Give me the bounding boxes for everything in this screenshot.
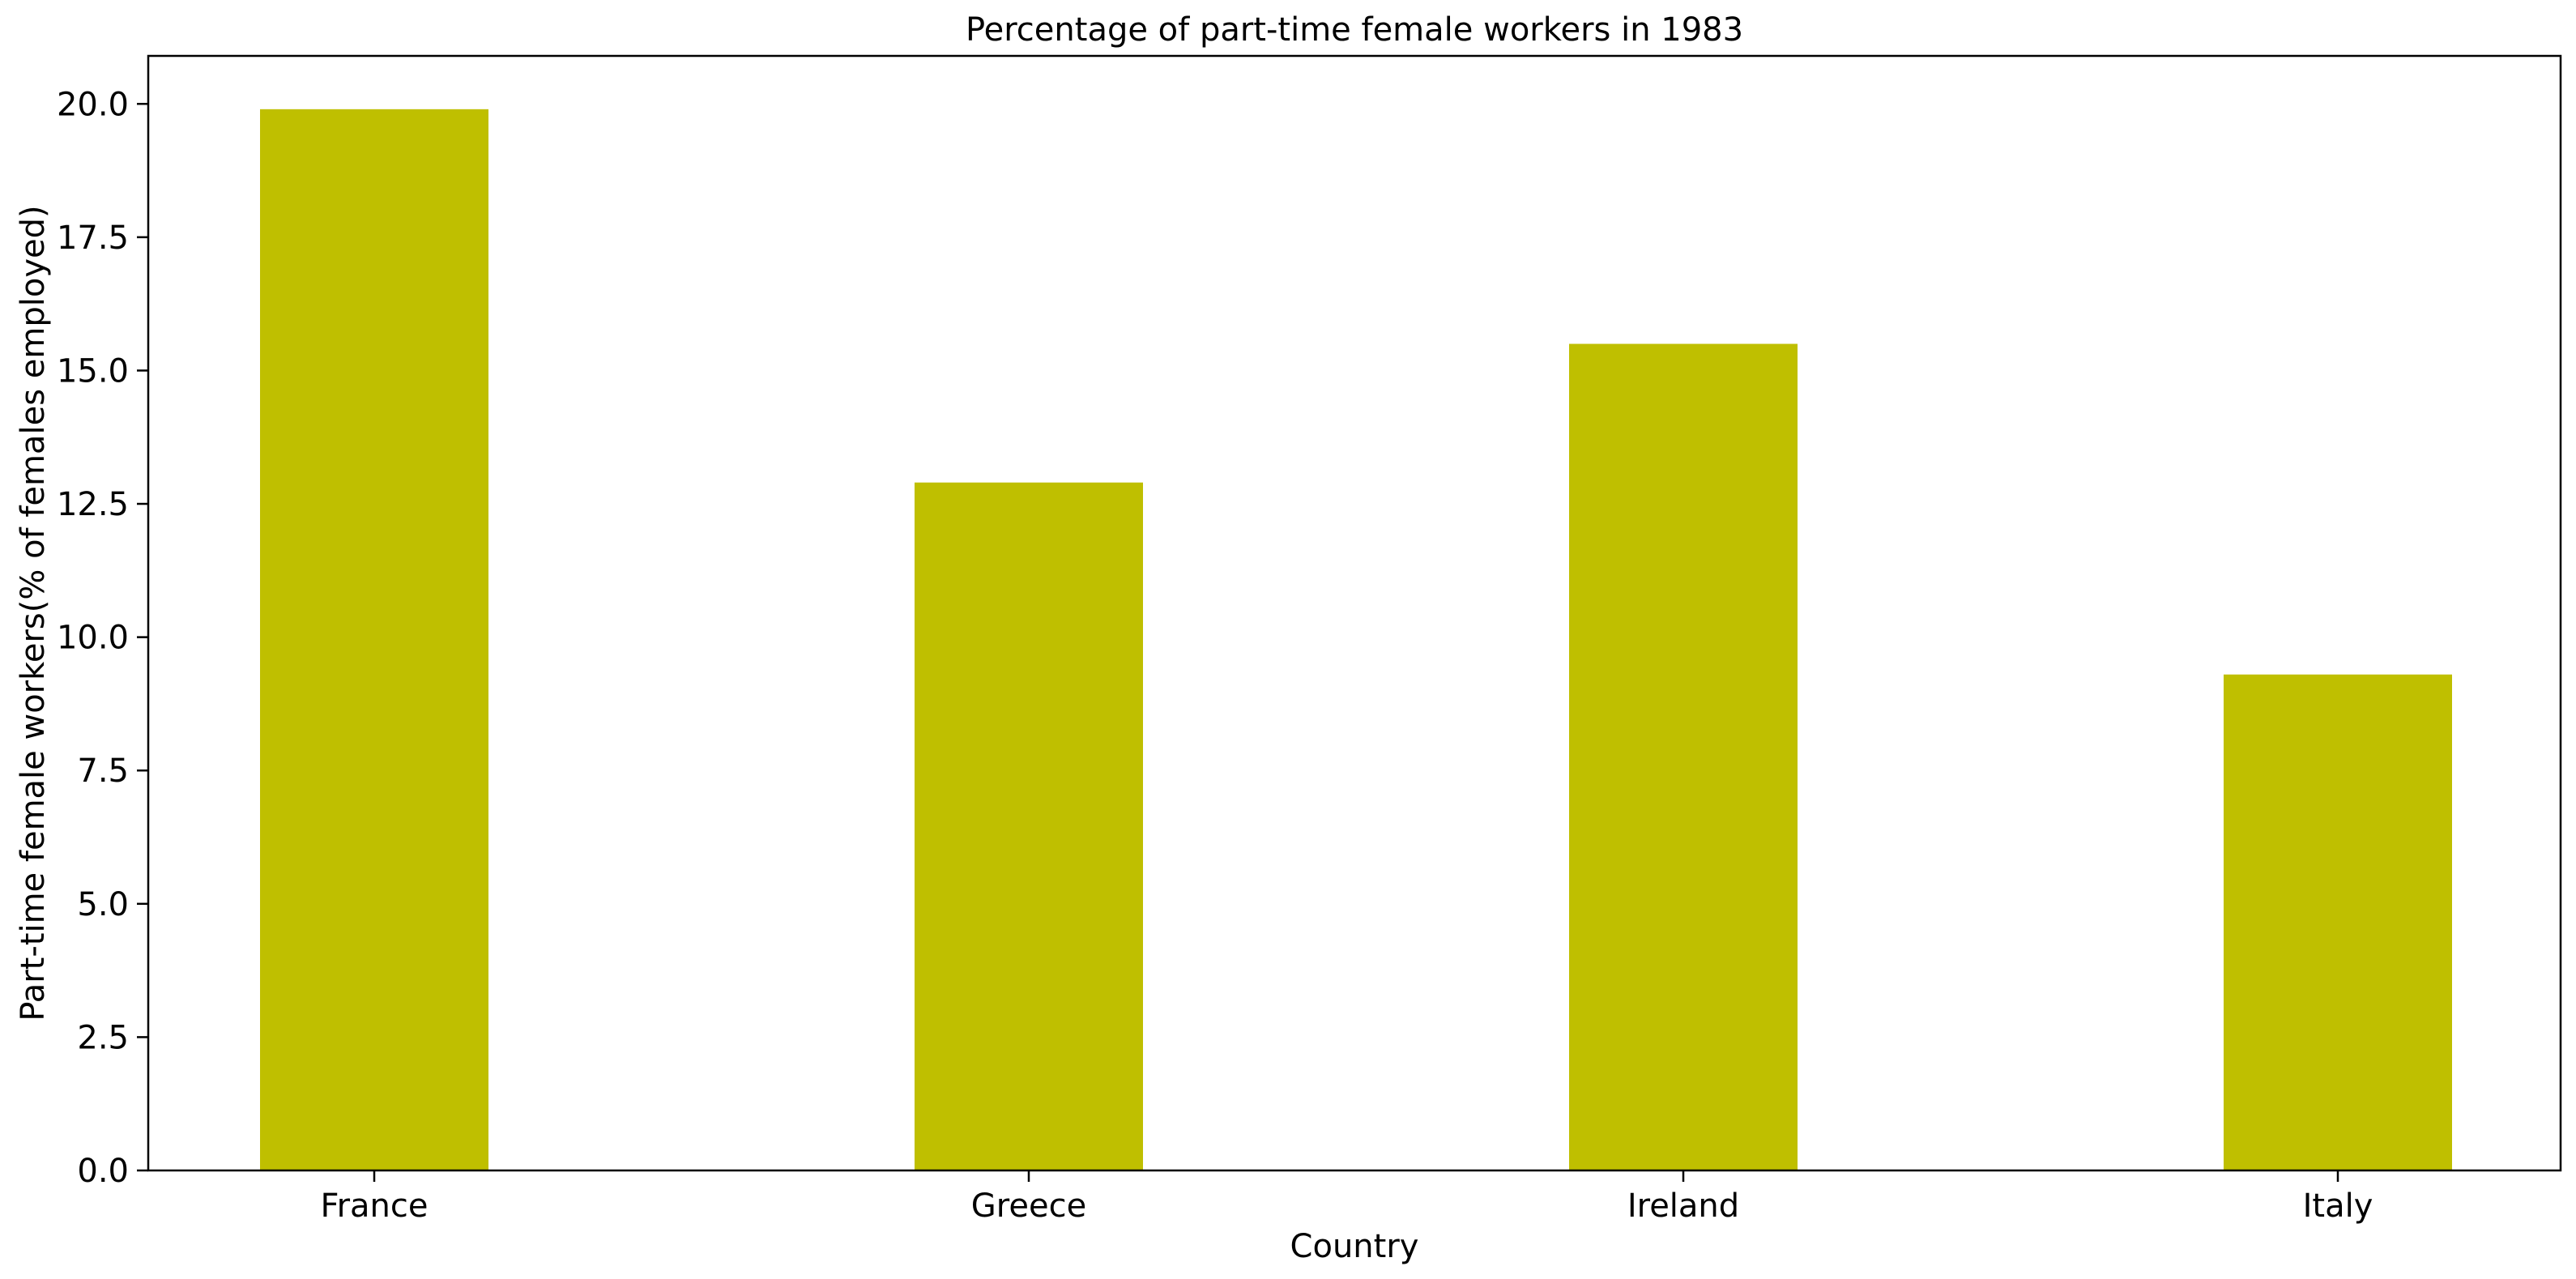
y-tick-label: 12.5 [57, 486, 129, 523]
bar-greece [915, 482, 1143, 1170]
plot-frame [147, 54, 2562, 1172]
x-axis-title: Country [1290, 1228, 1419, 1265]
y-tick-label: 15.0 [57, 352, 129, 390]
y-tick-label: 17.5 [57, 220, 129, 257]
y-tick-label: 10.0 [57, 620, 129, 657]
bar-ireland [1569, 343, 1798, 1170]
x-tick-label-ireland: Ireland [1627, 1187, 1739, 1225]
y-axis-title: Part-time female workers(% of females em… [15, 205, 52, 1021]
x-tick-label-greece: Greece [971, 1187, 1086, 1225]
bar-italy [2224, 674, 2452, 1170]
y-tick-label: 2.5 [77, 1019, 129, 1056]
x-axis-ticks: France Greece Ireland Italy [320, 1170, 2373, 1225]
y-axis-ticks: 0.0 2.5 5.0 7.5 10.0 12.5 15.0 17.5 20.0 [57, 86, 148, 1190]
y-tick-label: 20.0 [57, 86, 129, 123]
y-tick-label: 7.5 [77, 752, 129, 790]
x-tick-label-italy: Italy [2303, 1187, 2373, 1225]
x-tick-label-france: France [320, 1187, 428, 1225]
y-tick-label: 5.0 [77, 886, 129, 923]
bar-france [260, 109, 488, 1171]
y-tick-label: 0.0 [77, 1153, 129, 1190]
chart-title: Percentage of part-time female workers i… [966, 11, 1743, 49]
bars-group [260, 109, 2452, 1171]
